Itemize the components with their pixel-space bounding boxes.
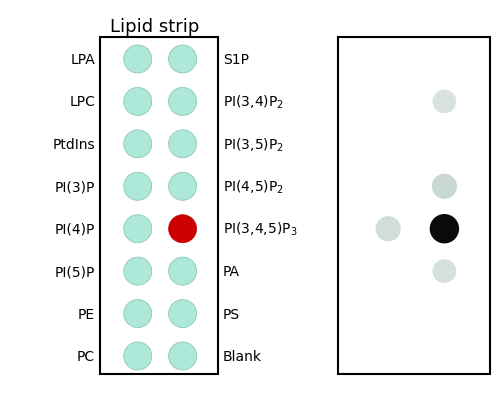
Circle shape <box>168 173 196 201</box>
Circle shape <box>124 215 152 243</box>
Circle shape <box>124 46 152 74</box>
Text: PI(3)P: PI(3)P <box>54 180 95 194</box>
Circle shape <box>124 342 152 370</box>
Bar <box>100 38 218 374</box>
Text: Lipid strip: Lipid strip <box>110 18 200 36</box>
Circle shape <box>124 88 152 116</box>
Circle shape <box>124 257 152 286</box>
Bar <box>338 38 490 374</box>
Circle shape <box>168 46 196 74</box>
Circle shape <box>124 300 152 328</box>
Circle shape <box>430 215 459 244</box>
Text: LPC: LPC <box>69 95 95 109</box>
Text: S1P: S1P <box>223 53 249 67</box>
Circle shape <box>168 257 196 286</box>
Text: PI(4,5)P$_2$: PI(4,5)P$_2$ <box>223 178 284 196</box>
Circle shape <box>124 173 152 201</box>
Circle shape <box>168 300 196 328</box>
Text: Blank: Blank <box>223 349 262 363</box>
Circle shape <box>168 215 196 243</box>
Text: PtdIns: PtdIns <box>52 138 95 152</box>
Text: PI(3,4)P$_2$: PI(3,4)P$_2$ <box>223 93 284 111</box>
Text: PE: PE <box>78 307 95 321</box>
Text: PA: PA <box>223 265 240 278</box>
Text: PI(3,5)P$_2$: PI(3,5)P$_2$ <box>223 136 284 153</box>
Text: LPA: LPA <box>70 53 95 67</box>
Circle shape <box>168 131 196 158</box>
Circle shape <box>168 88 196 116</box>
Circle shape <box>376 217 401 242</box>
Text: PC: PC <box>77 349 95 363</box>
Text: PI(4)P: PI(4)P <box>54 222 95 236</box>
Circle shape <box>168 342 196 370</box>
Text: PI(5)P: PI(5)P <box>54 265 95 278</box>
Text: PS: PS <box>223 307 240 321</box>
Circle shape <box>432 174 457 199</box>
Circle shape <box>124 131 152 158</box>
Circle shape <box>432 259 456 284</box>
Text: PI(3,4,5)P$_3$: PI(3,4,5)P$_3$ <box>223 221 298 238</box>
Circle shape <box>432 90 456 114</box>
